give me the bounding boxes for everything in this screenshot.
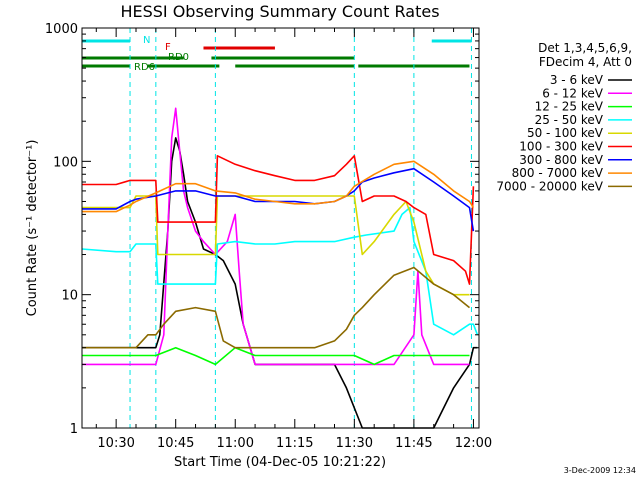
x-tick-label: 10:30 <box>97 436 134 451</box>
y-axis-label: Count Rate (s⁻¹ detector⁻¹) <box>25 140 40 317</box>
y-axis: 1 10 100 1000 <box>45 22 479 437</box>
legend-label: 12 - 25 keV <box>535 100 604 114</box>
legend-label: 800 - 7000 keV <box>512 166 604 180</box>
series-line-25-50-kev <box>81 206 479 336</box>
legend-label: 50 - 100 keV <box>527 126 604 140</box>
legend-label: 100 - 300 keV <box>519 140 603 154</box>
x-tick-label: 11:30 <box>336 436 373 451</box>
legend-header-line-2: FDecim 4, Att 0 <box>539 55 632 69</box>
series-line-100-300-kev <box>82 155 475 285</box>
x-tick-label: 11:45 <box>395 436 432 451</box>
plot-frame <box>81 27 480 429</box>
series-line-7000-20000-kev <box>82 266 471 349</box>
legend-label: 300 - 800 keV <box>519 153 603 167</box>
legend-label: 3 - 6 keV <box>550 73 604 87</box>
series-line-50-100-kev <box>82 195 470 296</box>
y-tick-label: 100 <box>53 155 78 170</box>
y-tick-label: 1 <box>70 422 78 437</box>
y-tick-label: 10 <box>61 289 78 304</box>
flag-label-f: F <box>165 42 171 53</box>
series-line-12-25-kev <box>82 346 470 366</box>
legend-header-line-1: Det 1,3,4,5,6,9, <box>538 41 632 55</box>
flag-label-n: N <box>143 35 150 46</box>
flag-label-rd6: RD6 <box>134 62 155 73</box>
series-line-300-800-kev <box>82 167 475 232</box>
chart-title: HESSI Observing Summary Count Rates <box>120 2 439 21</box>
series-layer <box>81 107 479 429</box>
legend-label: 25 - 50 keV <box>535 113 604 127</box>
date-stamp: 3-Dec-2009 12:34 <box>564 466 636 475</box>
legend-label: 6 - 12 keV <box>542 86 604 100</box>
flag-label-rd0: RD0 <box>168 52 189 63</box>
x-tick-label: 11:00 <box>217 436 254 451</box>
y-tick-label: 1000 <box>45 22 78 37</box>
x-tick-label: 11:15 <box>276 436 313 451</box>
series-line-800-7000-kev <box>82 160 475 213</box>
x-tick-label: 12:00 <box>455 436 492 451</box>
legend-label: 7000 - 20000 keV <box>496 179 603 193</box>
x-tick-label: 10:45 <box>157 436 194 451</box>
x-axis-label: Start Time (04-Dec-05 10:21:22) <box>174 455 386 470</box>
legend: Det 1,3,4,5,6,9, FDecim 4, Att 0 3 - 6 k… <box>496 41 632 193</box>
x-axis: 10:30 10:45 11:00 11:15 11:30 11:45 12:00 <box>95 28 492 451</box>
series-line-6-12-kev <box>82 107 470 366</box>
